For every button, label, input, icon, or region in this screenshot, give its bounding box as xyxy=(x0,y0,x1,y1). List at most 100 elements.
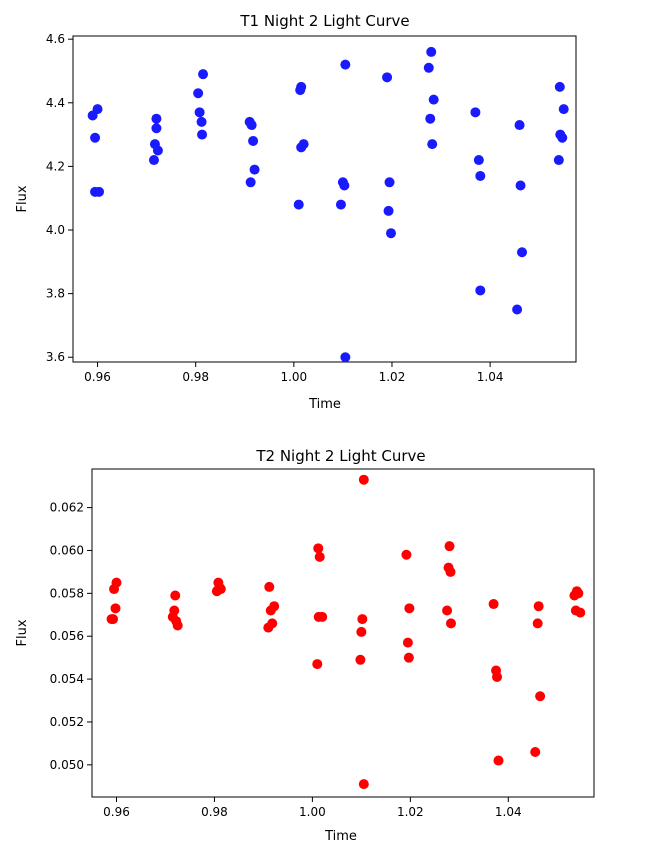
data-point xyxy=(335,199,346,210)
data-point xyxy=(151,113,162,124)
data-point xyxy=(172,620,183,631)
data-point xyxy=(196,116,207,127)
data-points xyxy=(106,474,586,790)
data-point xyxy=(249,164,260,175)
data-point xyxy=(110,603,121,614)
data-point xyxy=(358,474,369,485)
data-point xyxy=(90,132,101,143)
y-tick-label: 3.6 xyxy=(46,350,65,364)
y-tick-label: 0.052 xyxy=(50,715,84,729)
data-point xyxy=(357,614,368,625)
y-tick-label: 3.8 xyxy=(46,287,65,301)
data-point xyxy=(532,618,543,629)
data-point xyxy=(193,88,204,99)
x-axis-label: Time xyxy=(308,397,341,412)
y-tick-label: 4.4 xyxy=(46,96,65,110)
data-point xyxy=(314,551,325,562)
chart-title: T2 Night 2 Light Curve xyxy=(255,447,425,465)
data-point xyxy=(382,72,393,83)
data-point xyxy=(384,177,395,188)
y-axis-label: Flux xyxy=(15,619,30,646)
y-axis-label: Flux xyxy=(15,185,30,212)
x-tick-label: 1.02 xyxy=(379,370,406,384)
data-point xyxy=(298,139,309,150)
y-tick-label: 0.050 xyxy=(50,758,84,772)
x-axis-label: Time xyxy=(324,829,357,844)
data-point xyxy=(515,180,526,191)
data-point xyxy=(427,139,438,150)
data-point xyxy=(488,599,499,610)
y-tick-label: 4.2 xyxy=(46,159,65,173)
x-tick-label: 1.02 xyxy=(397,805,424,819)
data-points xyxy=(87,46,569,363)
y-tick-label: 0.060 xyxy=(50,543,84,557)
data-point xyxy=(514,120,525,131)
data-point xyxy=(248,135,259,146)
data-point xyxy=(442,605,453,616)
ticks: 0.96 0.98 1.00 1.02 1.04 3.6 3.8 4.0 4.2 4.4 4.6 xyxy=(46,32,504,384)
data-point xyxy=(385,228,396,239)
data-point xyxy=(317,611,328,622)
data-point xyxy=(356,626,367,637)
y-tick-label: 4.6 xyxy=(46,32,65,46)
data-point xyxy=(94,186,105,197)
data-point xyxy=(313,543,324,554)
data-point xyxy=(573,588,584,599)
data-point xyxy=(269,601,280,612)
data-point xyxy=(530,746,541,757)
data-point xyxy=(340,352,351,363)
ticks: 0.96 0.98 1.00 1.02 1.04 0.050 0.052 0.054 0.056… xyxy=(50,501,522,819)
y-tick-label: 0.054 xyxy=(50,672,84,686)
data-point xyxy=(296,81,307,92)
data-point xyxy=(517,247,528,258)
data-point xyxy=(445,566,456,577)
data-point xyxy=(264,581,275,592)
data-point xyxy=(425,113,436,124)
data-point xyxy=(383,205,394,216)
data-point xyxy=(198,69,209,80)
data-point xyxy=(355,654,366,665)
data-point xyxy=(492,671,503,682)
data-point xyxy=(245,177,256,188)
chart-t2: T2 Night 2 Light Curve Time Flux 0.96 0.9… xyxy=(15,447,595,844)
data-point xyxy=(473,155,484,166)
x-tick-label: 1.04 xyxy=(495,805,522,819)
x-tick-label: 0.98 xyxy=(182,370,209,384)
data-point xyxy=(340,59,351,70)
data-point xyxy=(312,659,323,670)
data-point xyxy=(339,180,350,191)
x-tick-label: 1.00 xyxy=(299,805,326,819)
data-point xyxy=(151,123,162,134)
y-tick-label: 4.0 xyxy=(46,223,65,237)
data-point xyxy=(111,577,122,588)
data-point xyxy=(475,170,486,181)
data-point xyxy=(267,618,278,629)
data-point xyxy=(444,541,455,552)
data-point xyxy=(169,605,180,616)
y-tick-label: 0.056 xyxy=(50,629,84,643)
data-point xyxy=(246,120,257,131)
y-tick-label: 0.062 xyxy=(50,501,84,515)
data-point xyxy=(554,81,565,92)
data-point xyxy=(194,107,205,118)
data-point xyxy=(92,104,103,115)
chart-t1: T1 Night 2 Light Curve Time Flux 0.96 0.9… xyxy=(15,12,577,412)
data-point xyxy=(475,285,486,296)
data-point xyxy=(402,637,413,648)
data-point xyxy=(575,607,586,618)
data-point xyxy=(358,779,369,790)
data-point xyxy=(423,62,434,73)
data-point xyxy=(557,132,568,143)
data-point xyxy=(535,691,546,702)
data-point xyxy=(215,584,226,595)
x-tick-label: 0.96 xyxy=(103,805,130,819)
data-point xyxy=(445,618,456,629)
data-point xyxy=(558,104,569,115)
x-tick-label: 1.04 xyxy=(477,370,504,384)
data-point xyxy=(553,155,564,166)
chart-title: T1 Night 2 Light Curve xyxy=(239,12,409,30)
data-point xyxy=(403,652,414,663)
data-point xyxy=(108,614,119,625)
y-tick-label: 0.058 xyxy=(50,586,84,600)
